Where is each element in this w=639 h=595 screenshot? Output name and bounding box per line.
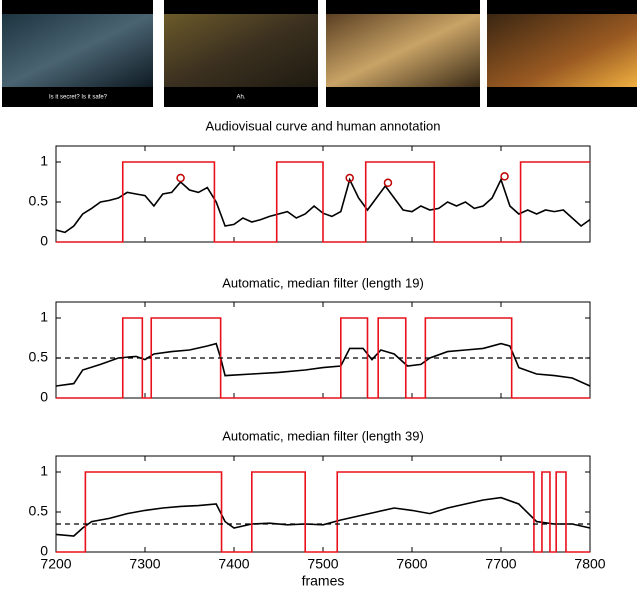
thumbnails: Is it secret? Is it safe? Ah. bbox=[2, 0, 637, 107]
x-tick-label: 7800 bbox=[574, 556, 605, 572]
x-tick-label: 7700 bbox=[485, 556, 516, 572]
subtitle-caption: Ah. bbox=[236, 95, 245, 101]
thumbnail-image bbox=[2, 14, 153, 87]
curve bbox=[56, 471, 590, 553]
y-tick-label: 0 bbox=[40, 233, 48, 249]
peak-marker bbox=[383, 178, 393, 188]
y-tick-label: 1 bbox=[40, 309, 48, 325]
y-tick-label: 0.5 bbox=[29, 193, 49, 209]
thumbnail-image bbox=[487, 14, 637, 87]
subtitle-caption: Is it secret? Is it safe? bbox=[49, 95, 108, 101]
y-tick-label: 0.5 bbox=[29, 503, 49, 519]
plot-frame bbox=[55, 455, 591, 553]
x-tick-label: 7400 bbox=[218, 556, 249, 572]
x-axis-label: frames bbox=[302, 573, 345, 589]
peak-marker bbox=[345, 173, 354, 183]
chart-title: Automatic, median filter (length 39) bbox=[222, 428, 424, 443]
thumbnail-image bbox=[326, 14, 480, 87]
x-tick-label: 7200 bbox=[40, 556, 71, 572]
x-tick-label: 7300 bbox=[129, 556, 160, 572]
x-tick-label: 7500 bbox=[307, 556, 338, 572]
y-tick-label: 0.5 bbox=[29, 349, 49, 365]
curve bbox=[56, 161, 590, 243]
plot-frame bbox=[55, 301, 591, 399]
y-tick-label: 0 bbox=[40, 543, 48, 559]
y-tick-label: 1 bbox=[40, 153, 48, 169]
y-tick-label: 1 bbox=[40, 463, 48, 479]
peak-marker bbox=[500, 172, 509, 181]
peak-marker bbox=[176, 173, 185, 183]
y-tick-label: 0 bbox=[40, 389, 48, 405]
chart-title: Audiovisual curve and human annotation bbox=[206, 118, 441, 133]
thumbnail-image bbox=[164, 14, 318, 87]
chart-title: Automatic, median filter (length 19) bbox=[222, 275, 424, 290]
x-tick-label: 7600 bbox=[396, 556, 427, 572]
